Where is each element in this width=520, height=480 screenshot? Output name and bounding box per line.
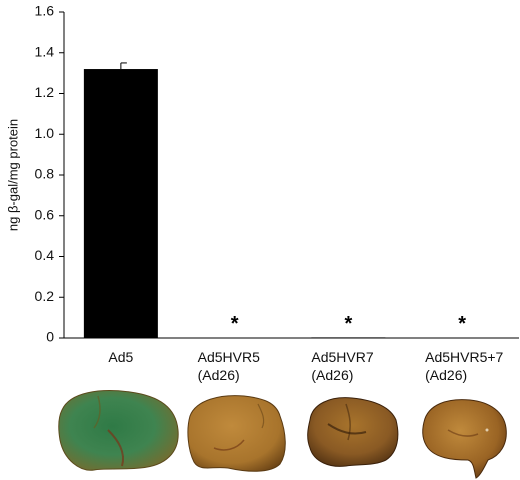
y-tick-label: 1.6 [35,3,55,19]
significance-star: * [344,313,352,335]
y-axis-label: ng β-gal/mg protein [5,119,20,231]
y-tick-label: 0 [46,329,54,345]
significance-markers: * * * [231,313,467,335]
bars [83,69,386,339]
y-tick-label: 0.4 [35,247,55,263]
significance-star: * [458,313,466,335]
y-tick-label: 1.4 [35,43,55,59]
y-tick-label: 0.6 [35,206,55,222]
y-tick-label: 1.0 [35,125,55,141]
x-tick-labels: Ad5 Ad5HVR5 (Ad26) Ad5HVR7 (Ad26) Ad5HVR5+7 (A… [108,349,503,383]
bar [311,337,386,338]
y-tick-label: 1.2 [35,84,55,100]
error-bars [120,62,127,70]
liver-photo-ad5hvr5-7 [422,399,507,479]
bar [83,69,158,339]
x-category-label: Ad5HVR5+7 (Ad26) [425,349,503,383]
liver-photo-ad5hvr7 [307,397,399,467]
liver-photos [58,390,507,479]
x-category-label: Ad5 [108,349,133,365]
y-tick-label: 0.8 [35,166,55,182]
y-ticks: 0 0.2 0.4 0.6 0.8 1.0 1.2 1.4 1.6 [35,3,64,345]
y-tick-label: 0.2 [35,288,55,304]
liver-photo-ad5hvr5 [187,395,286,472]
x-category-label: Ad5HVR5 (Ad26) [198,349,260,383]
significance-star: * [231,313,239,335]
x-category-label: Ad5HVR7 (Ad26) [311,349,373,383]
liver-photo-ad5 [58,390,179,471]
